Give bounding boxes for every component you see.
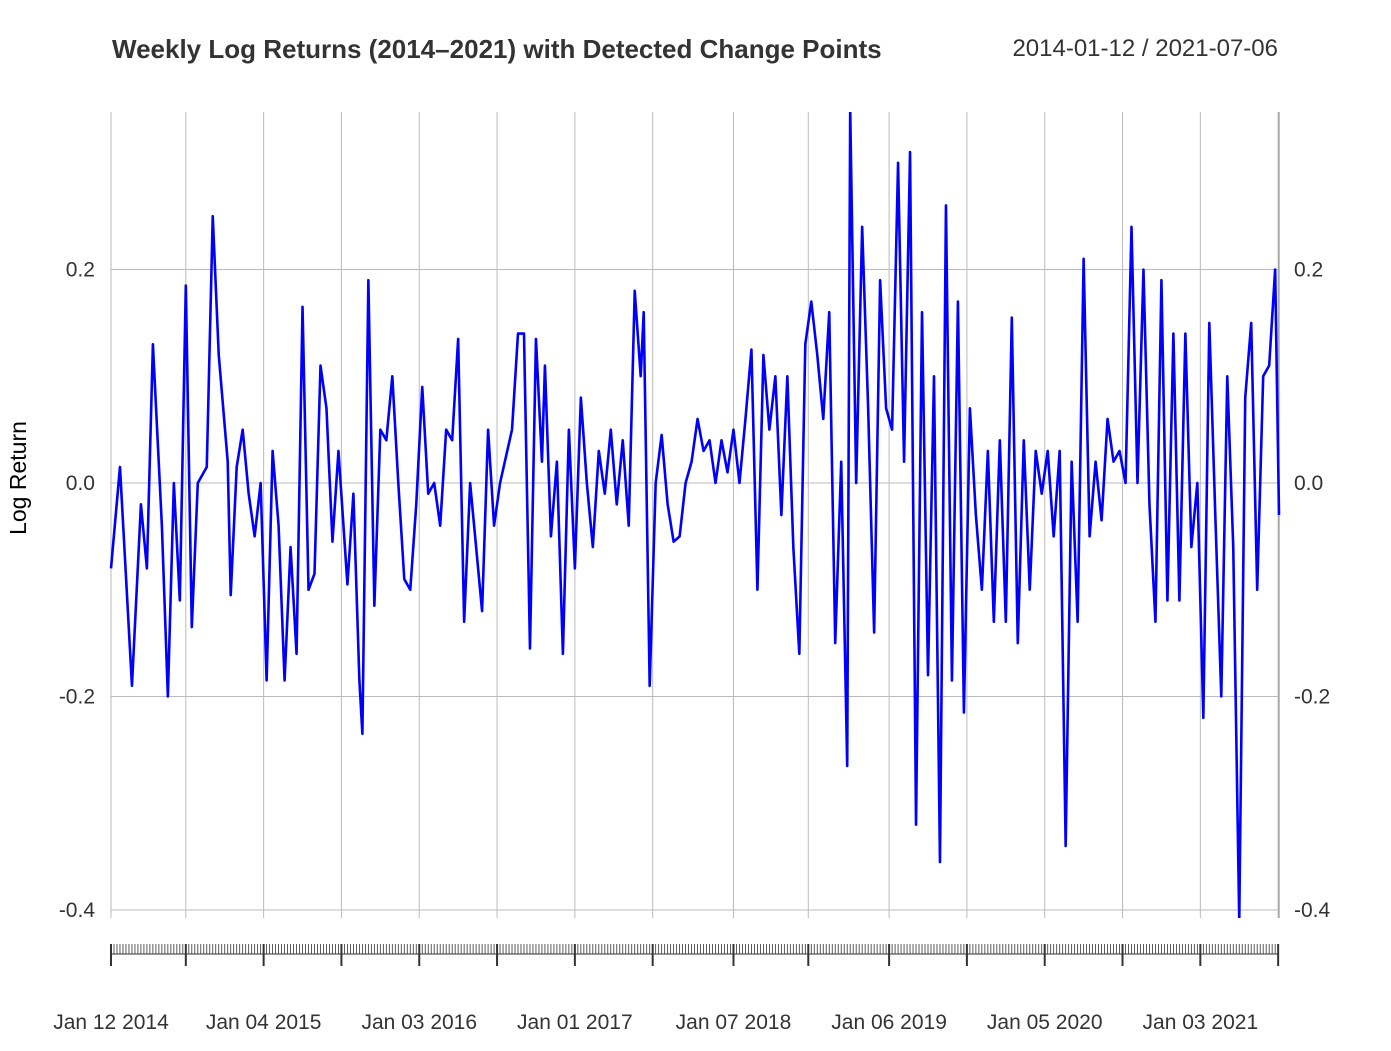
grid-layer (110, 112, 1279, 918)
x-tick-label: Jan 01 2017 (517, 1011, 633, 1034)
x-tick-label: Jan 07 2018 (676, 1011, 792, 1034)
x-tick-label: Jan 05 2020 (987, 1011, 1103, 1034)
label-layer: 0.2 0.2 0.0 0.0 -0.2 -0.2 -0.4 -0.4 Jan 12 2014 J… (53, 259, 1330, 1035)
y-tick-label-left: 0.2 (66, 259, 95, 282)
x-tick-label: Jan 03 2016 (361, 1011, 477, 1034)
y-axis-label: Log Return (5, 421, 31, 535)
y-tick-label-right: -0.2 (1294, 686, 1330, 709)
y-tick-label-right: 0.2 (1294, 259, 1323, 282)
axis-layer (110, 112, 1280, 966)
y-tick-label-left: -0.4 (59, 899, 96, 922)
y-tick-label-left: 0.0 (66, 472, 95, 495)
series-layer (109, 112, 1281, 918)
x-tick-label: Jan 04 2015 (206, 1011, 322, 1034)
series-line-log-return (109, 112, 1281, 918)
date-range-label: 2014-01-12 / 2021-07-06 (1012, 35, 1278, 62)
chart-title: Weekly Log Returns (2014–2021) with Dete… (112, 34, 882, 64)
x-tick-label: Jan 03 2021 (1143, 1011, 1259, 1034)
y-tick-label-right: -0.4 (1294, 899, 1331, 922)
x-tick-label: Jan 06 2019 (831, 1011, 947, 1034)
y-tick-label-right: 0.0 (1294, 472, 1323, 495)
y-tick-label-left: -0.2 (59, 686, 95, 709)
x-tick-label: Jan 12 2014 (53, 1011, 169, 1034)
